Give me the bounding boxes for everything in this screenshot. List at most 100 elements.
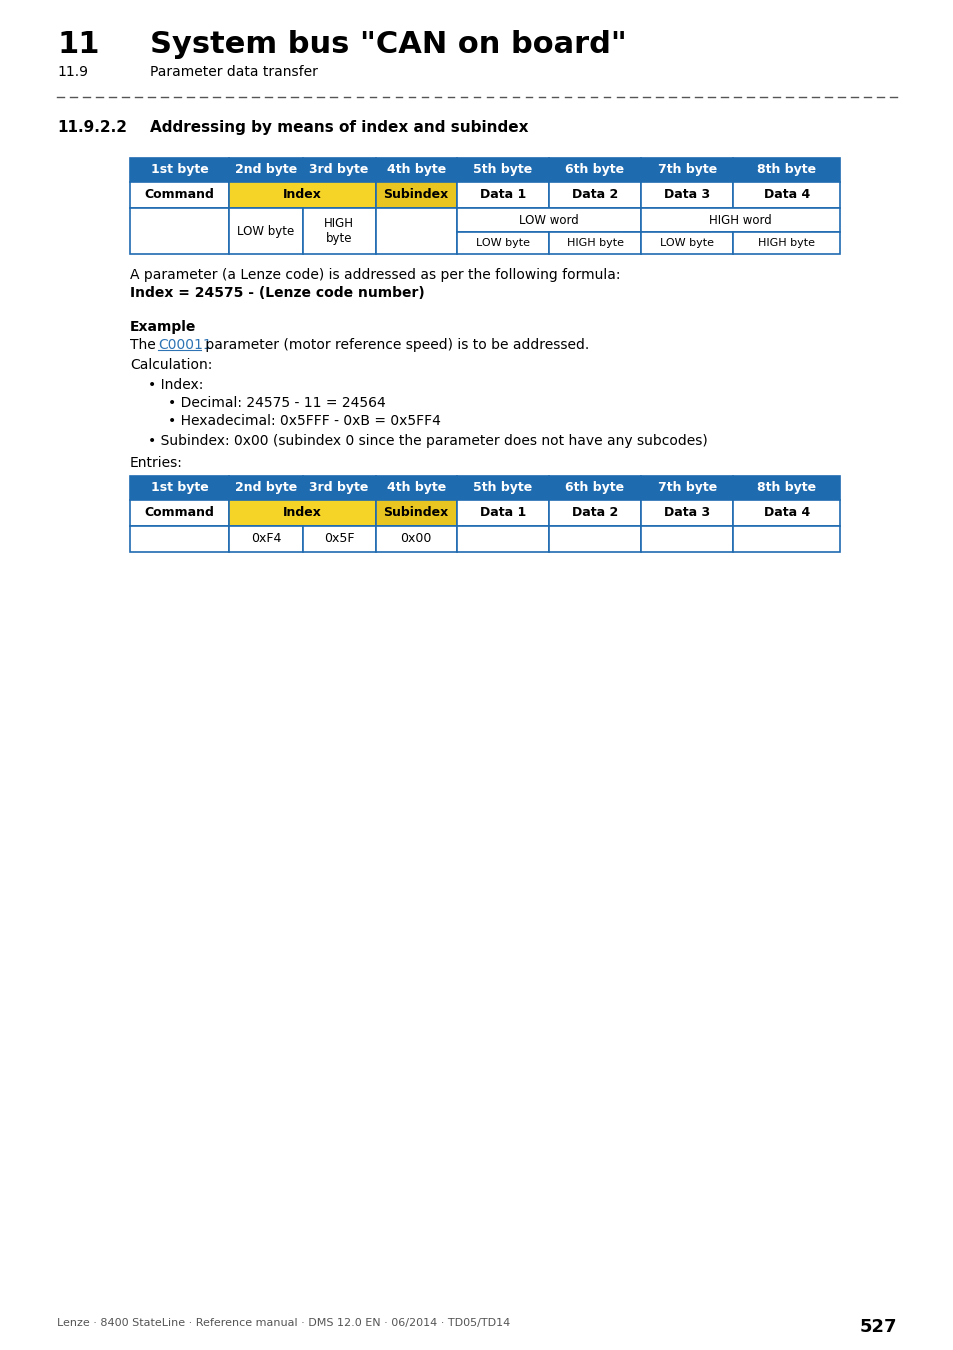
Text: LOW byte: LOW byte xyxy=(476,238,529,248)
Text: Example: Example xyxy=(130,320,196,333)
Text: Entries:: Entries: xyxy=(130,456,183,470)
Bar xyxy=(130,477,229,500)
Text: 7th byte: 7th byte xyxy=(657,482,717,494)
Text: 5th byte: 5th byte xyxy=(473,482,532,494)
Bar xyxy=(733,477,840,500)
Bar xyxy=(375,158,456,182)
Bar xyxy=(548,232,640,254)
Text: Data 2: Data 2 xyxy=(572,189,618,201)
Bar xyxy=(548,500,640,526)
Bar xyxy=(130,500,229,526)
Text: Subindex: Subindex xyxy=(383,506,448,520)
Text: Index: Index xyxy=(283,506,321,520)
Bar xyxy=(229,526,302,552)
Bar xyxy=(456,232,548,254)
Bar xyxy=(229,500,375,526)
Text: 3rd byte: 3rd byte xyxy=(309,482,369,494)
Text: 11.9.2.2: 11.9.2.2 xyxy=(57,120,127,135)
Text: 8th byte: 8th byte xyxy=(757,482,816,494)
Text: 7th byte: 7th byte xyxy=(657,163,717,177)
Bar xyxy=(733,182,840,208)
Bar xyxy=(375,526,456,552)
Text: Subindex: Subindex xyxy=(383,189,448,201)
Text: Parameter data transfer: Parameter data transfer xyxy=(150,65,317,80)
Text: Index: Index xyxy=(283,189,321,201)
Text: 3rd byte: 3rd byte xyxy=(309,163,369,177)
Text: 1st byte: 1st byte xyxy=(151,163,209,177)
Text: Command: Command xyxy=(145,506,214,520)
Text: 2nd byte: 2nd byte xyxy=(234,163,296,177)
Bar xyxy=(640,182,733,208)
Text: Calculation:: Calculation: xyxy=(130,358,213,373)
Bar xyxy=(229,477,302,500)
Text: • Decimal: 24575 - 11 = 24564: • Decimal: 24575 - 11 = 24564 xyxy=(168,396,385,410)
Text: Data 1: Data 1 xyxy=(479,506,525,520)
Text: parameter (motor reference speed) is to be addressed.: parameter (motor reference speed) is to … xyxy=(201,338,589,352)
Bar xyxy=(733,158,840,182)
Bar xyxy=(229,208,302,254)
Bar xyxy=(733,500,840,526)
Bar xyxy=(302,158,375,182)
Bar xyxy=(456,208,640,232)
Bar xyxy=(456,182,548,208)
Text: 4th byte: 4th byte xyxy=(386,163,445,177)
Text: 11: 11 xyxy=(57,30,99,59)
Text: 6th byte: 6th byte xyxy=(565,482,624,494)
Bar xyxy=(130,526,229,552)
Text: 0x5F: 0x5F xyxy=(323,532,354,545)
Bar xyxy=(640,526,733,552)
Text: 5th byte: 5th byte xyxy=(473,163,532,177)
Text: HIGH word: HIGH word xyxy=(708,213,771,227)
Text: Addressing by means of index and subindex: Addressing by means of index and subinde… xyxy=(150,120,528,135)
Text: 11.9: 11.9 xyxy=(57,65,88,80)
Bar xyxy=(375,500,456,526)
Bar xyxy=(456,526,548,552)
Text: HIGH
byte: HIGH byte xyxy=(324,217,354,244)
Bar xyxy=(640,500,733,526)
Bar xyxy=(229,182,375,208)
Text: A parameter (a Lenze code) is addressed as per the following formula:: A parameter (a Lenze code) is addressed … xyxy=(130,269,619,282)
Bar xyxy=(548,182,640,208)
Bar xyxy=(456,158,548,182)
Bar xyxy=(548,158,640,182)
Text: 1st byte: 1st byte xyxy=(151,482,209,494)
Bar xyxy=(130,182,229,208)
Bar xyxy=(640,208,840,232)
Bar xyxy=(302,208,375,254)
Text: Data 2: Data 2 xyxy=(572,506,618,520)
Bar xyxy=(229,158,302,182)
Text: Data 1: Data 1 xyxy=(479,189,525,201)
Text: HIGH byte: HIGH byte xyxy=(758,238,815,248)
Text: Data 3: Data 3 xyxy=(663,189,710,201)
Text: 0xF4: 0xF4 xyxy=(251,532,281,545)
Bar xyxy=(130,158,229,182)
Text: Index = 24575 - (Lenze code number): Index = 24575 - (Lenze code number) xyxy=(130,286,424,300)
Text: • Index:: • Index: xyxy=(148,378,203,392)
Bar xyxy=(375,477,456,500)
Bar xyxy=(733,526,840,552)
Text: Data 3: Data 3 xyxy=(663,506,710,520)
Text: 0x00: 0x00 xyxy=(400,532,432,545)
Text: 527: 527 xyxy=(859,1318,896,1336)
Bar xyxy=(302,526,375,552)
Text: The: The xyxy=(130,338,160,352)
Text: HIGH byte: HIGH byte xyxy=(566,238,623,248)
Bar xyxy=(375,208,456,254)
Bar xyxy=(375,182,456,208)
Text: Data 4: Data 4 xyxy=(762,506,809,520)
Bar xyxy=(640,158,733,182)
Bar xyxy=(640,232,733,254)
Bar xyxy=(130,208,229,254)
Text: 6th byte: 6th byte xyxy=(565,163,624,177)
Text: Command: Command xyxy=(145,189,214,201)
Bar xyxy=(302,477,375,500)
Text: 8th byte: 8th byte xyxy=(757,163,816,177)
Bar xyxy=(733,232,840,254)
Text: C00011: C00011 xyxy=(158,338,212,352)
Text: Data 4: Data 4 xyxy=(762,189,809,201)
Text: System bus "CAN on board": System bus "CAN on board" xyxy=(150,30,626,59)
Text: LOW byte: LOW byte xyxy=(237,224,294,238)
Text: 2nd byte: 2nd byte xyxy=(234,482,296,494)
Bar xyxy=(456,477,548,500)
Bar xyxy=(456,500,548,526)
